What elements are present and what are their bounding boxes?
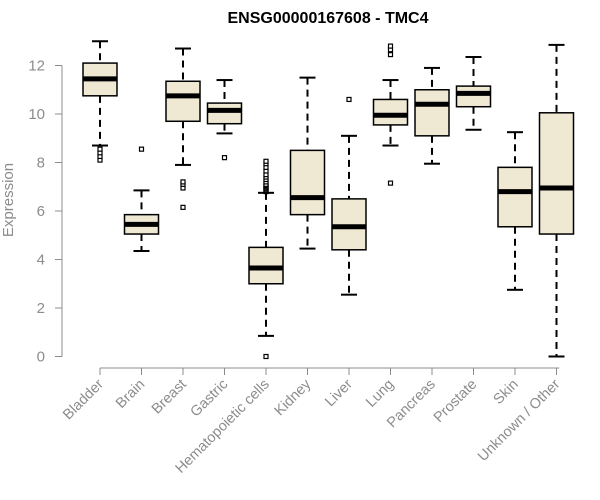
iqr-box	[206, 102, 243, 125]
y-tick-label: 2	[37, 300, 45, 317]
iqr-box	[538, 112, 575, 235]
y-tick-label: 6	[37, 203, 45, 220]
box-prostate	[455, 56, 492, 131]
x-tick-label: Brain	[113, 377, 148, 412]
box-brain	[123, 146, 160, 253]
box-bladder	[82, 40, 118, 163]
iqr-box	[497, 166, 533, 228]
iqr-box	[372, 98, 409, 126]
outlier-point	[97, 146, 103, 152]
box-series	[82, 40, 575, 360]
outlier-point	[387, 51, 394, 58]
outlier-point	[221, 155, 228, 161]
iqr-box	[455, 85, 492, 108]
box-hematopoietic-cells	[248, 158, 284, 360]
outlier-point	[138, 146, 145, 152]
outlier-point	[387, 43, 394, 49]
y-axis-label: Expression	[0, 163, 17, 237]
chart-title: ENSG00000167608 - TMC4	[228, 10, 429, 27]
iqr-box	[289, 149, 326, 216]
y-tick-label: 8	[37, 155, 45, 172]
outlier-point	[263, 158, 269, 164]
box-breast	[165, 47, 201, 210]
iqr-box	[414, 89, 450, 137]
iqr-box	[165, 80, 201, 123]
outlier-point	[180, 179, 186, 185]
x-tick-label: Skin	[491, 377, 522, 408]
box-liver	[331, 96, 367, 296]
x-tick-label: Lung	[363, 377, 397, 411]
outlier-point	[263, 353, 269, 360]
box-unknown-other	[538, 43, 575, 358]
y-tick-label: 12	[28, 58, 45, 75]
outlier-point	[387, 180, 394, 186]
box-kidney	[289, 76, 326, 250]
box-gastric	[206, 79, 243, 161]
box-pancreas	[414, 66, 450, 165]
x-tick-label: Bladder	[60, 376, 107, 423]
y-axis: 0 2 4 6 8 10 12	[28, 58, 63, 366]
box-lung	[372, 43, 409, 186]
y-tick-label: 0	[37, 349, 45, 366]
y-tick-label: 4	[37, 252, 45, 269]
x-tick-label: Kidney	[272, 376, 315, 419]
x-tick-label: Prostate	[431, 377, 480, 426]
outlier-point	[180, 204, 186, 210]
outlier-point	[346, 96, 352, 103]
y-tick-label: 10	[28, 106, 45, 123]
x-tick-label: Breast	[149, 377, 190, 418]
x-tick-label: Liver	[322, 376, 356, 410]
box-skin	[497, 131, 533, 291]
